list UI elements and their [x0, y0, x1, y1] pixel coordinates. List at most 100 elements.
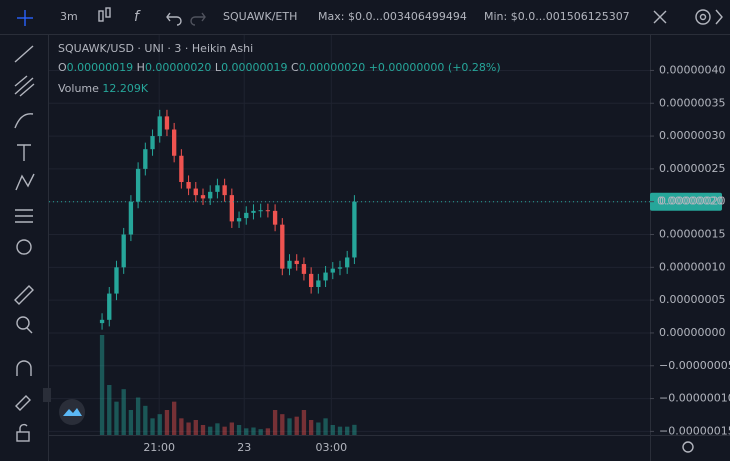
- volume-bar: [135, 397, 141, 435]
- candle-body: [265, 210, 271, 212]
- ohlc: O0.00000019 H0.00000020 L0.00000019 C0.0…: [58, 61, 501, 74]
- candle-body: [107, 293, 112, 320]
- candle-body: [114, 267, 119, 294]
- y-tick-label: 0.00000030: [659, 129, 725, 142]
- volume-bar: [236, 425, 242, 435]
- settings-icon[interactable]: [695, 9, 711, 25]
- candle-body: [316, 280, 321, 288]
- candle-body: [208, 191, 213, 199]
- pair[interactable]: SQUAWK/ETH: [223, 10, 297, 23]
- change: +0.00000000 (+0.28%): [369, 61, 501, 74]
- y-tick-label: −0.00000015: [659, 424, 730, 437]
- candle-body: [157, 116, 162, 137]
- y-tick-label: 0.00000015: [659, 228, 725, 241]
- volume-bar: [171, 401, 177, 435]
- indicators-icon[interactable]: f: [134, 9, 141, 25]
- volume-bar: [294, 416, 299, 435]
- candle-body: [143, 149, 148, 169]
- y-tick-label: −0.00000010: [659, 392, 730, 405]
- y-tick-label: 0.00000000: [659, 326, 725, 339]
- volume-bar: [323, 418, 328, 435]
- o-value: 0.00000019: [67, 61, 133, 74]
- last-price-box: [650, 192, 722, 211]
- candle-body: [244, 212, 249, 219]
- y-tick-label: 0.00000035: [659, 96, 725, 109]
- volume-bar: [337, 426, 343, 435]
- legend-title: SQUAWK/USD · UNI · 3 · Heikin Ashi: [58, 42, 253, 55]
- volume-bar: [280, 414, 285, 435]
- volume-bar: [287, 418, 292, 435]
- candle-body: [121, 234, 126, 268]
- volume-bar: [308, 420, 314, 435]
- c-key: C: [291, 61, 299, 74]
- candle-body: [150, 136, 155, 150]
- redo-icon: [190, 12, 206, 26]
- candle-body: [186, 182, 191, 189]
- volume-bar: [164, 410, 170, 435]
- y-tick-label: 0.00000010: [659, 260, 725, 273]
- fullscreen-icon[interactable]: [653, 10, 667, 24]
- volume-bar: [157, 414, 162, 435]
- candle-body: [229, 195, 235, 222]
- volume-value: 12.209K: [102, 82, 148, 95]
- min-price: Min: $0.0...001506125307: [484, 10, 630, 23]
- candle-body: [200, 195, 206, 199]
- volume-bar: [128, 410, 134, 435]
- candle-body: [222, 185, 227, 196]
- candle-body: [128, 201, 134, 235]
- volume-bar: [208, 426, 213, 435]
- candle-body: [352, 201, 357, 258]
- panel-toggle[interactable]: [43, 388, 51, 402]
- volume-key: Volume: [58, 82, 99, 95]
- y-tick-label: 0.00000020: [659, 195, 725, 208]
- candle-body: [330, 268, 335, 273]
- y-tick-label: 0.00000040: [659, 63, 725, 76]
- volume-bar: [200, 425, 206, 435]
- max-price: Max: $0.0...003406499494: [318, 10, 467, 23]
- x-tick-label: 21:00: [143, 441, 175, 454]
- c-value: 0.00000020: [299, 61, 365, 74]
- o-key: O: [58, 61, 67, 74]
- volume-bar: [244, 428, 249, 435]
- candle-body: [258, 210, 263, 212]
- volume-bar: [330, 425, 335, 435]
- l-key: L: [215, 61, 222, 74]
- plot: [49, 35, 650, 435]
- top-bar: [0, 0, 730, 34]
- h-key: H: [137, 61, 145, 74]
- candle-body: [308, 273, 314, 288]
- volume-bar: [114, 401, 119, 435]
- volume-bar: [258, 429, 263, 435]
- candle-body: [323, 272, 328, 281]
- y-tick-label: 0.00000025: [659, 162, 725, 175]
- candle-body: [215, 185, 220, 192]
- interval[interactable]: 3m: [60, 10, 78, 23]
- y-tick-label: −0.00000005: [659, 359, 730, 372]
- collapse-icon[interactable]: [715, 9, 723, 25]
- candle-body: [99, 319, 105, 324]
- x-tick-label: 03:00: [315, 441, 347, 454]
- undo-icon[interactable]: [166, 12, 182, 26]
- drawing-tools[interactable]: [14, 45, 35, 442]
- l-value: 0.00000019: [221, 61, 287, 74]
- volume-legend: Volume 12.209K: [58, 82, 149, 95]
- candle-body: [251, 210, 256, 213]
- candle-body: [236, 218, 242, 222]
- candle-icon[interactable]: [98, 7, 111, 22]
- crosshair-icon[interactable]: [17, 10, 33, 26]
- volume-bar: [316, 422, 321, 435]
- volume-bar: [193, 420, 198, 435]
- volume-bar: [107, 385, 112, 435]
- volume-bar: [143, 405, 148, 435]
- volume-bar: [99, 335, 105, 435]
- volume-bar: [251, 427, 256, 435]
- candle-body: [301, 264, 307, 274]
- y-tick-label: 0.00000005: [659, 293, 725, 306]
- axis-settings[interactable]: [682, 441, 694, 453]
- volume-bar: [345, 426, 350, 435]
- candle-body: [164, 116, 170, 130]
